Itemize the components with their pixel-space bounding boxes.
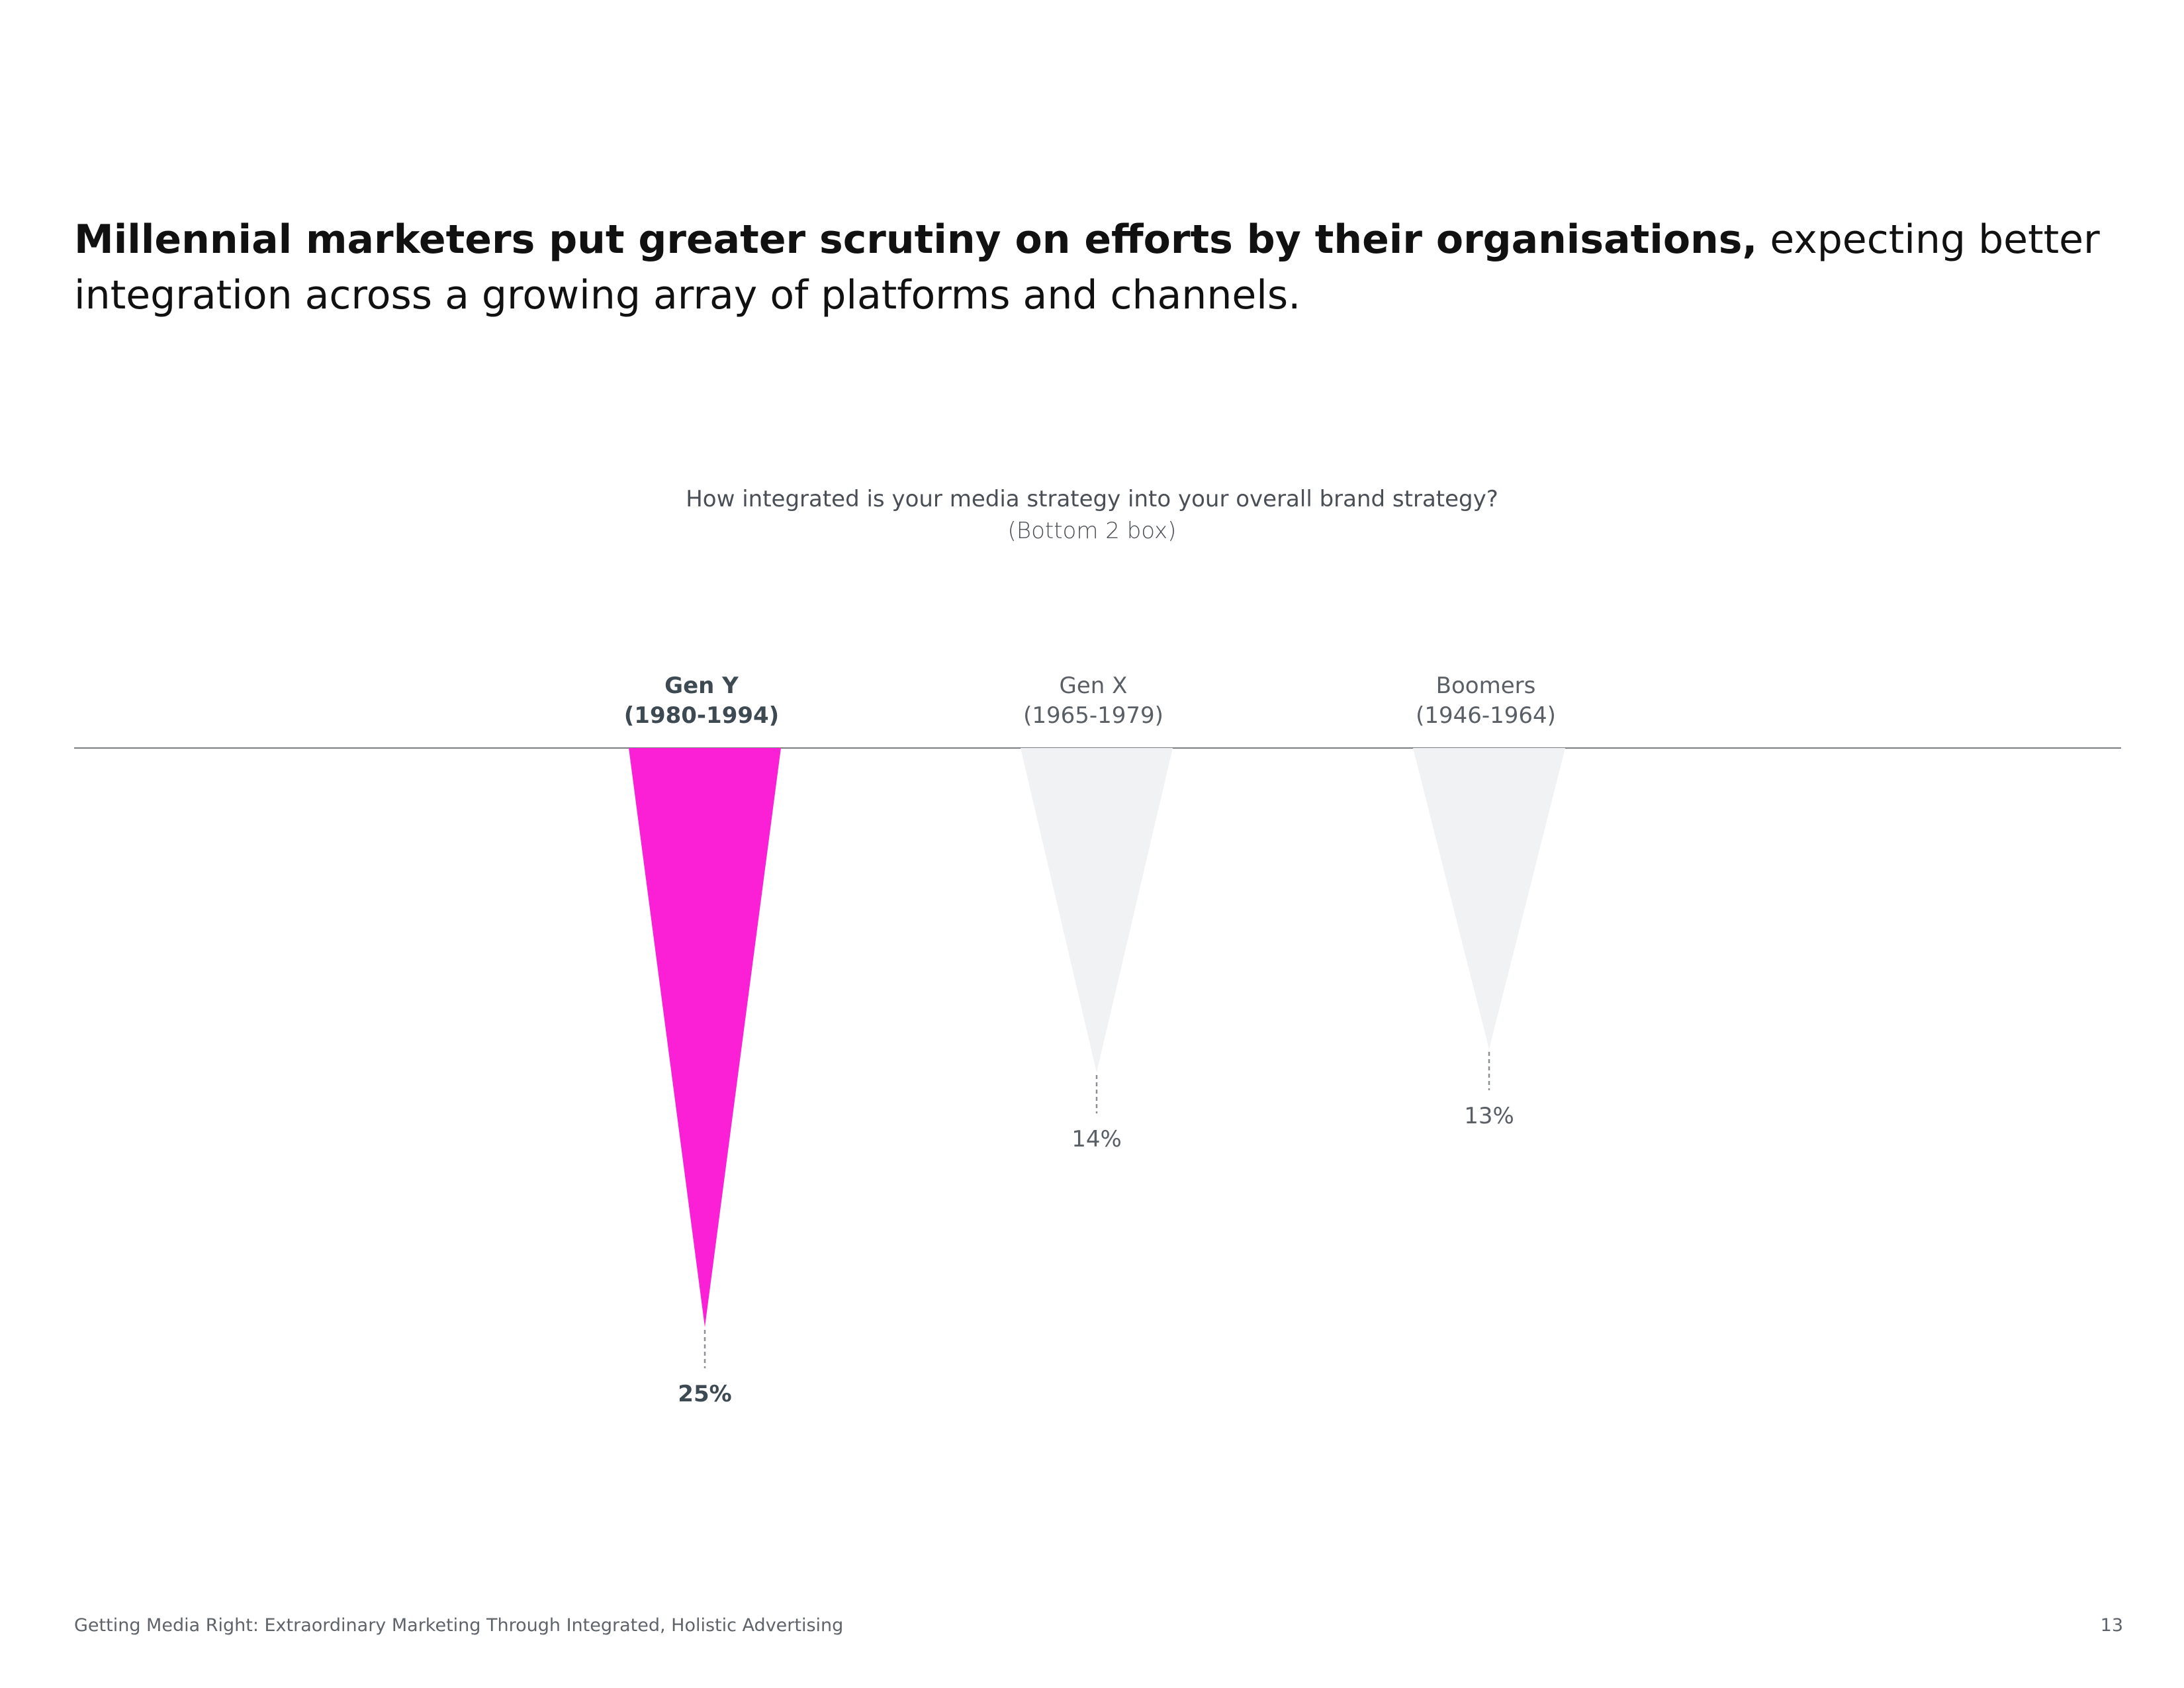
category-years-2: (1946-1964) — [1416, 702, 1556, 729]
chart-title: How integrated is your media strategy in… — [686, 486, 1498, 512]
category-years-0: (1980-1994) — [624, 702, 779, 729]
category-label-0: Gen Y — [664, 673, 739, 699]
category-years-1: (1965-1979) — [1023, 702, 1163, 729]
generation-chart: Gen Y (1980-1994) 25% Gen X (1965-1979) 14% Bo… — [74, 673, 2121, 1407]
chart-subtitle: (Bottom 2 box) — [1007, 518, 1177, 544]
headline: Millennial marketers put greater scrutin… — [74, 212, 2126, 323]
headline-bold: Millennial marketers put greater scrutin… — [74, 216, 1758, 263]
bar-0 — [629, 748, 781, 1327]
bar-1 — [1021, 748, 1173, 1072]
category-label-2: Boomers — [1436, 673, 1536, 699]
page-number: 13 — [2100, 1615, 2123, 1636]
category-label-1: Gen X — [1060, 673, 1128, 699]
bar-2 — [1413, 748, 1565, 1049]
value-label-1: 14% — [1071, 1126, 1122, 1152]
chart-question: How integrated is your media strategy in… — [0, 483, 2184, 547]
value-label-2: 13% — [1464, 1103, 1514, 1129]
headline-regular: expecting better integration across a gr… — [74, 216, 2100, 318]
footer-source: Getting Media Right: Extraordinary Marke… — [74, 1615, 844, 1636]
value-label-0: 25% — [678, 1381, 731, 1407]
